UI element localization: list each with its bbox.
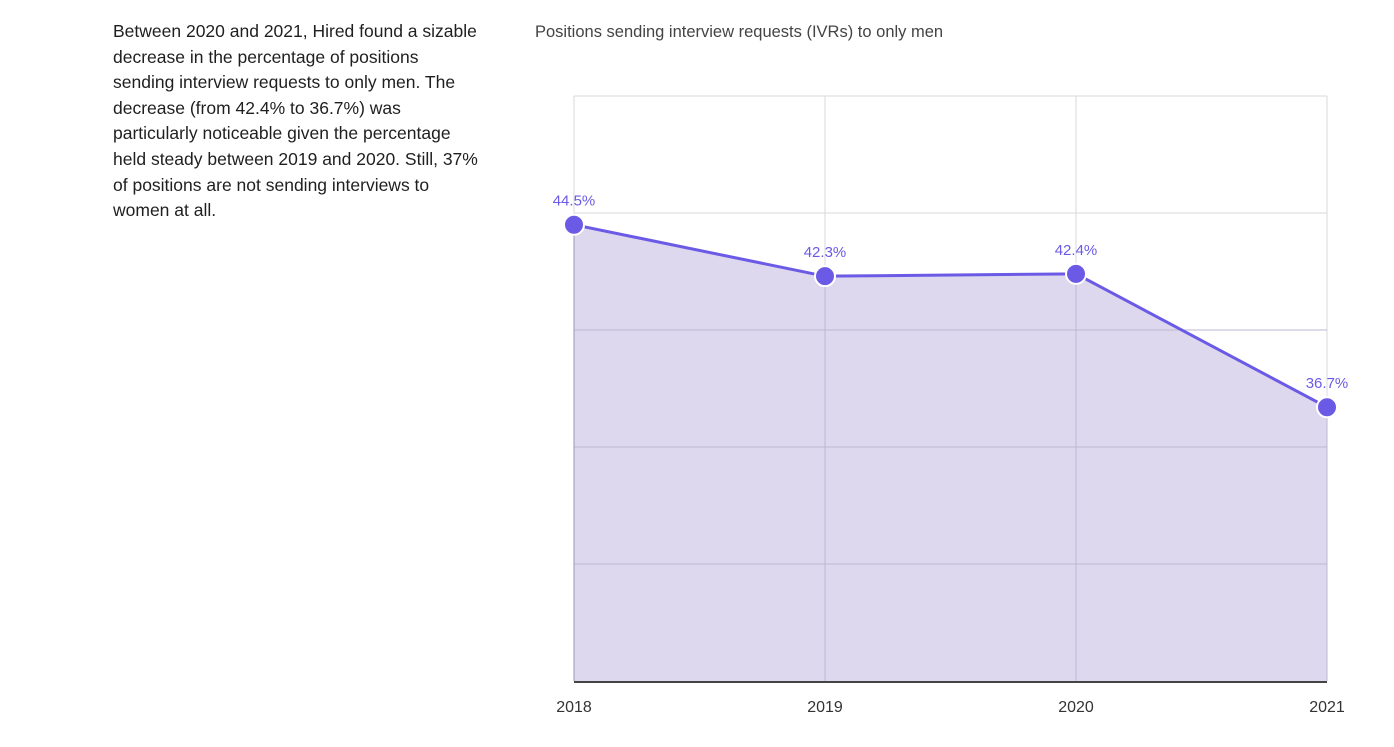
data-label: 44.5% — [553, 193, 596, 210]
label-layer: 44.5% 42.3% 42.4% 36.7% — [553, 193, 1349, 393]
data-label: 42.4% — [1055, 242, 1098, 259]
data-point[interactable] — [1065, 262, 1087, 285]
axis-layer — [573, 224, 1327, 683]
intro-paragraph: Between 2020 and 2021, Hired found a siz… — [113, 21, 478, 221]
x-tick-label: 2021 — [1309, 699, 1345, 716]
area-layer — [574, 224, 1328, 681]
data-point[interactable] — [1316, 396, 1338, 419]
tick-layer: 2018 2019 2020 2021 — [556, 699, 1345, 716]
x-tick-label: 2019 — [807, 699, 843, 716]
data-point[interactable] — [563, 213, 585, 236]
x-tick-label: 2018 — [556, 699, 592, 716]
data-point[interactable] — [814, 265, 836, 288]
data-label: 36.7% — [1306, 375, 1349, 392]
x-tick-label: 2020 — [1058, 699, 1094, 716]
data-label: 42.3% — [804, 244, 847, 261]
line-layer — [573, 223, 1328, 409]
area-fill — [574, 224, 1327, 681]
point-layer — [563, 213, 1338, 419]
series-line — [573, 223, 1328, 409]
chart-title: Positions sending interview requests (IV… — [535, 23, 944, 41]
